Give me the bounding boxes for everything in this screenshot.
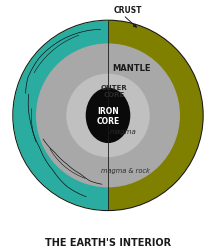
Text: MANTLE: MANTLE xyxy=(113,64,151,73)
Text: magma: magma xyxy=(110,128,137,134)
Ellipse shape xyxy=(86,89,130,143)
Circle shape xyxy=(13,21,203,211)
Text: THE EARTH'S INTERIOR: THE EARTH'S INTERIOR xyxy=(45,237,171,247)
Text: magma & rock: magma & rock xyxy=(101,168,150,174)
Circle shape xyxy=(67,75,149,157)
Wedge shape xyxy=(14,22,108,209)
Text: OUTER
CORE: OUTER CORE xyxy=(101,85,128,98)
Circle shape xyxy=(37,45,179,187)
Text: IRON
CORE: IRON CORE xyxy=(96,106,120,125)
Text: CRUST: CRUST xyxy=(113,6,142,15)
Circle shape xyxy=(14,22,202,209)
